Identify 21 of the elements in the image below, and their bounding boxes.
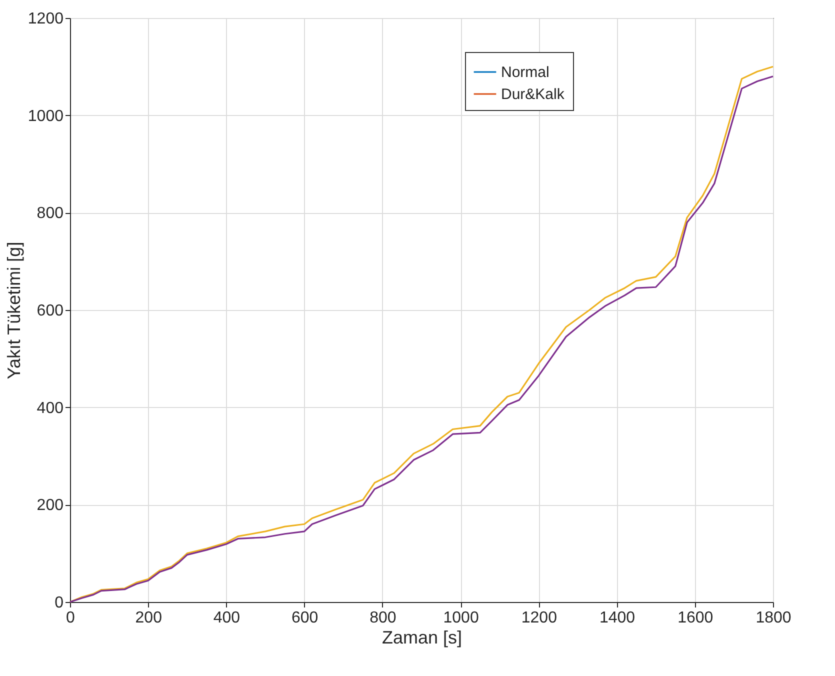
y-tick-label: 800 [36, 205, 64, 222]
y-tick-label: 200 [36, 497, 64, 514]
y-axis-title: Yakıt Tüketimi [g] [4, 242, 24, 380]
x-tick-label: 400 [213, 610, 240, 626]
y-tick-label: 1000 [28, 108, 64, 125]
legend-label: Normal [501, 64, 550, 81]
x-tick-label: 1200 [521, 610, 558, 626]
x-tick-label: 0 [66, 610, 76, 626]
x-tick-label: 800 [370, 610, 396, 626]
x-tick-label: 1400 [599, 610, 636, 626]
x-axis-title: Zaman [s] [382, 628, 462, 648]
x-tick-label: 600 [291, 610, 318, 626]
x-tick-label: 1000 [443, 610, 479, 626]
x-tick-label: 1600 [678, 610, 714, 626]
x-tick-label: 1800 [756, 610, 792, 626]
y-tick-label: 1200 [28, 10, 64, 28]
y-tick-label: 0 [54, 594, 64, 612]
y-tick-label: 600 [36, 302, 64, 320]
x-tick-label: 200 [135, 610, 162, 626]
y-tick-label: 400 [36, 400, 64, 417]
legend-label: Dur&Kalk [501, 86, 565, 103]
